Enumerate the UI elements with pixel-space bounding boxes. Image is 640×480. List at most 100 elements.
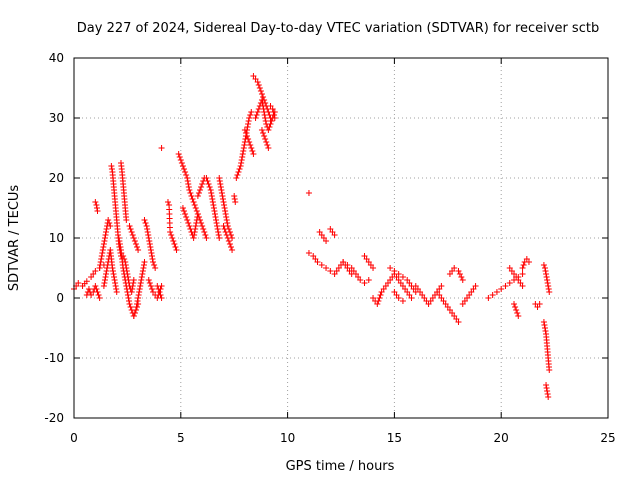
data-point [96,265,103,271]
data-point [221,226,228,232]
data-point [101,238,108,244]
data-point [134,298,141,304]
data-point [485,295,492,301]
data-point [541,322,548,328]
data-point [223,214,230,220]
data-point [513,307,520,313]
data-point [181,166,188,172]
data-point [268,118,275,124]
data-point [244,133,251,139]
data-point [144,229,151,235]
data-point [103,226,110,232]
data-point [124,292,131,298]
data-point [214,226,221,232]
data-point [370,265,377,271]
data-point [377,292,384,298]
chart-title: Day 227 of 2024, Sidereal Day-to-day VTE… [77,21,599,36]
data-point [239,151,246,157]
data-point [536,301,543,307]
y-tick-label: 30 [49,111,64,125]
data-point [222,229,229,235]
data-point [327,268,334,274]
data-point [520,262,527,268]
data-point [142,220,149,226]
data-point [191,202,198,208]
data-point [138,277,145,283]
data-point [148,253,155,259]
data-point [261,109,268,115]
data-point [225,238,232,244]
data-point [130,235,137,241]
data-point [256,85,263,91]
data-point [117,244,124,250]
data-point [155,286,162,292]
data-point [395,295,402,301]
data-point [100,241,107,247]
data-point [210,205,217,211]
data-point [217,184,224,190]
data-point [122,262,129,268]
data-point [124,271,131,277]
data-point [158,295,165,301]
y-tick-labels: -20 -10 0 10 20 30 40 [44,51,64,425]
data-point [102,274,109,280]
data-point [171,241,178,247]
data-point [85,286,92,292]
data-point [123,217,130,223]
data-point [254,109,261,115]
data-point [140,265,147,271]
data-point [99,247,106,253]
data-point [92,199,99,205]
data-point [190,199,197,205]
data-point [543,274,550,280]
data-point [542,268,549,274]
data-point [246,115,253,121]
data-point [220,223,227,229]
data-point [94,208,101,214]
data-point [116,238,123,244]
data-point [323,238,330,244]
data-point [519,271,526,277]
data-point [113,286,120,292]
data-point [184,178,191,184]
data-point [544,388,551,394]
data-point [112,283,119,289]
data-point [199,223,206,229]
data-point [198,184,205,190]
data-point [240,148,247,154]
data-point [248,145,255,151]
data-point [197,217,204,223]
data-point [152,265,159,271]
data-point [158,145,165,151]
data-point [203,175,210,181]
data-point [204,178,211,184]
data-point [219,193,226,199]
data-point [267,121,274,127]
data-point [219,196,226,202]
data-point [208,190,215,196]
data-point [146,280,153,286]
data-point [148,286,155,292]
data-point [541,265,548,271]
data-point [187,190,194,196]
data-point [147,283,154,289]
data-point [258,97,265,103]
data-point [136,289,143,295]
data-point [183,214,190,220]
data-point [103,271,110,277]
data-point [139,271,146,277]
data-point [131,238,138,244]
x-tick-label: 0 [70,431,78,445]
data-point [141,259,148,265]
data-point [147,244,154,250]
data-point [121,256,128,262]
data-point [455,268,462,274]
data-point [195,214,202,220]
data-point [261,112,268,118]
x-tick-labels: 0 5 10 15 20 25 [70,431,615,445]
data-point [229,247,236,253]
data-point [185,184,192,190]
data-point [257,88,264,94]
data-point [188,193,195,199]
